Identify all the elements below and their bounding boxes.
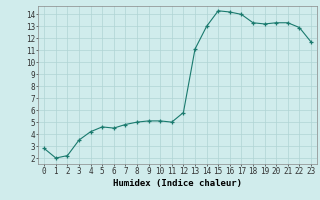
X-axis label: Humidex (Indice chaleur): Humidex (Indice chaleur) bbox=[113, 179, 242, 188]
